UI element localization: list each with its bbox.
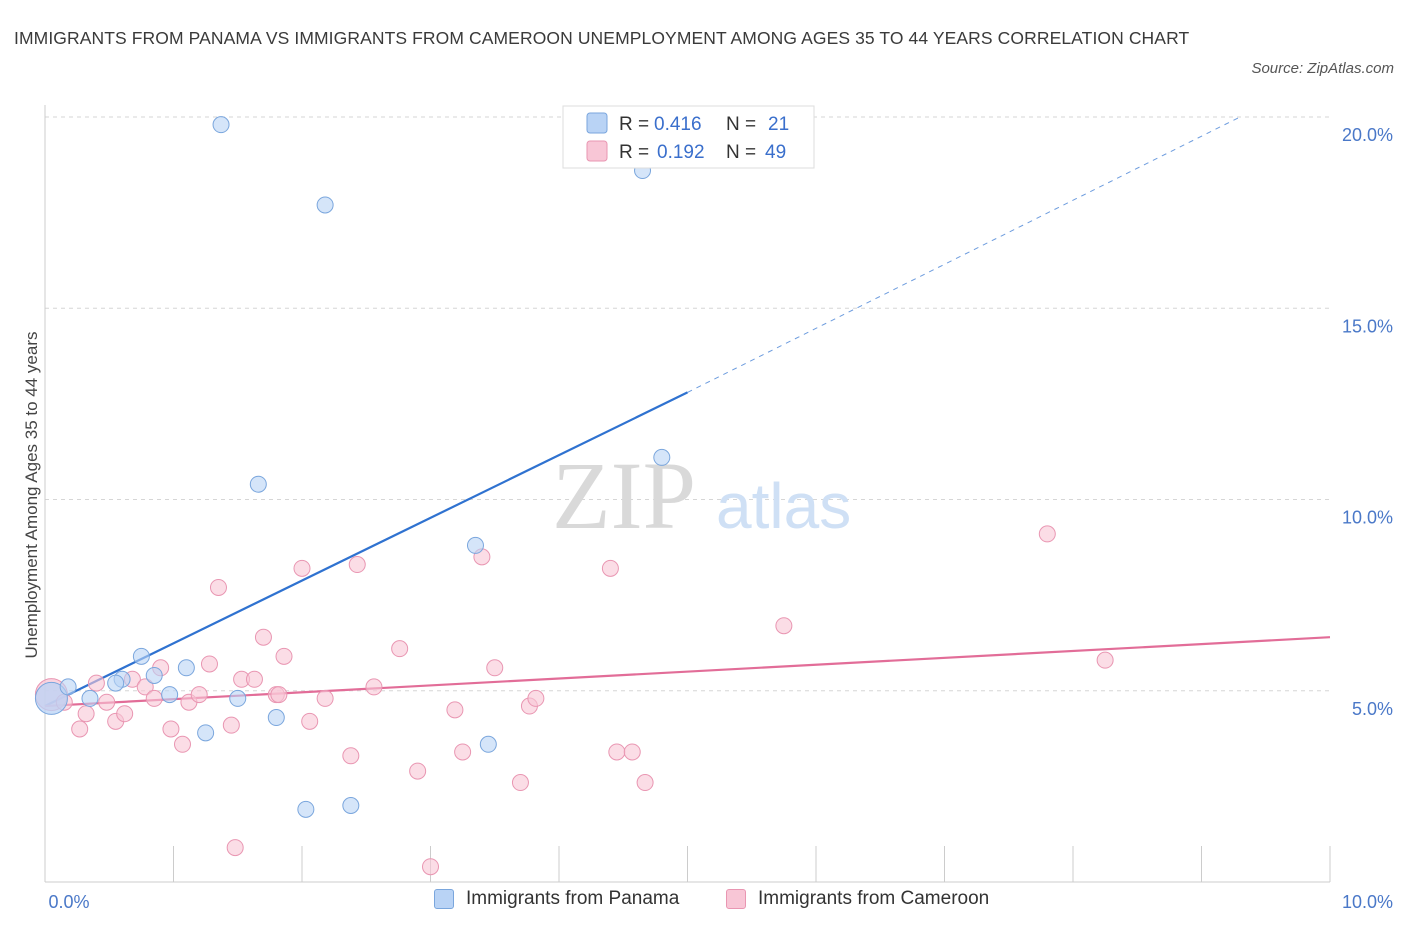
point-panama [316,196,334,214]
point-panama [59,678,77,696]
point-cameroon [173,735,191,753]
point-cameroon [348,556,366,574]
point-cameroon [98,693,116,711]
point-panama [132,647,150,665]
point-cameroon [254,628,272,646]
point-cameroon [145,689,163,707]
point-cameroon [454,743,472,761]
point-cameroon [222,716,240,734]
point-cameroon [1038,525,1056,543]
point-cameroon [245,670,263,688]
watermark-zip: ZIP [552,442,696,549]
legend-n-value-cameroon: 49 [765,142,786,163]
point-cameroon [316,689,334,707]
point-cameroon [391,640,409,658]
trend-lines [44,116,1331,708]
point-cameroon [1096,651,1114,669]
point-panama [177,659,195,677]
series-legend: Immigrants from Panama Immigrants from C… [0,888,1406,918]
legend-r-value-panama: 0.416 [654,114,702,135]
point-cameroon [209,578,227,596]
trend-line-panama-extension [687,116,1241,393]
point-cameroon [365,678,383,696]
legend-n-label-cameroon: N = [726,142,756,163]
x-tick-label: 10.0% [1342,892,1393,912]
x-tick-label: 0.0% [48,892,89,912]
legend-r-label-panama: R = [619,114,649,135]
legend-r-label-cameroon: R = [619,142,649,163]
trend-line-cameroon [44,636,1331,708]
point-panama [81,689,99,707]
point-cameroon [527,689,545,707]
series-swatch-panama [434,889,454,909]
point-cameroon [608,743,626,761]
point-cameroon [422,858,439,876]
point-cameroon [636,774,654,792]
data-points [34,116,1114,876]
point-panama [297,800,315,818]
point-panama [249,475,267,493]
point-panama [229,689,247,707]
point-cameroon [270,686,288,704]
point-panama [212,116,230,134]
series-label-cameroon: Immigrants from Cameroon [758,888,990,909]
point-panama [653,448,671,466]
point-panama [161,686,179,704]
axes [44,105,1331,883]
point-cameroon [162,720,180,738]
point-cameroon [200,655,218,673]
point-cameroon [486,659,504,677]
point-cameroon [342,747,360,765]
watermark: ZIP atlas [552,442,851,549]
point-cameroon [775,617,793,635]
point-cameroon [275,647,293,665]
legend-swatch-panama [586,112,608,134]
grid-lines [45,116,1330,692]
y-tick-label: 5.0% [1352,699,1393,719]
series-swatch-cameroon [726,889,746,909]
point-cameroon [511,774,529,792]
point-cameroon [409,762,427,780]
y-tick-label: 10.0% [1342,508,1393,528]
point-cameroon [226,839,244,857]
point-panama [107,674,125,692]
tick-labels: 5.0% 10.0% 15.0% 20.0% 0.0% 10.0% [48,125,1393,912]
legend-n-value-panama: 21 [768,114,789,135]
point-cameroon [190,686,208,704]
legend-swatch-cameroon [586,140,608,162]
y-axis-label: Unemployment Among Ages 35 to 44 years [22,332,41,659]
series-legend-panama: Immigrants from Panama [434,888,679,910]
point-cameroon [116,705,134,723]
chart-title: IMMIGRANTS FROM PANAMA VS IMMIGRANTS FRO… [14,28,1190,48]
point-cameroon [446,701,464,719]
y-tick-label: 20.0% [1342,125,1393,145]
trend-line-panama [44,391,688,708]
legend-n-label-panama: N = [726,114,756,135]
point-cameroon [77,705,95,723]
point-cameroon [136,678,154,696]
point-cameroon [293,559,311,577]
point-panama [145,666,163,684]
series-legend-cameroon: Immigrants from Cameroon [726,888,989,910]
point-panama [342,797,360,814]
watermark-atlas: atlas [716,470,851,542]
point-cameroon [601,559,619,577]
point-panama [466,536,484,554]
series-label-panama: Immigrants from Panama [466,888,680,909]
point-panama [479,735,497,753]
source-label: Source: ZipAtlas.com [1251,60,1394,77]
point-panama [34,681,68,715]
point-panama [197,724,215,742]
y-tick-label: 15.0% [1342,316,1393,336]
legend-r-value-cameroon: 0.192 [657,142,705,163]
point-cameroon [623,743,641,761]
point-panama [267,709,285,727]
point-cameroon [301,712,319,730]
stats-legend: R = 0.416 N = 21 R = 0.192 N = 49 [562,105,815,169]
point-cameroon [87,674,105,692]
point-cameroon [71,720,89,738]
